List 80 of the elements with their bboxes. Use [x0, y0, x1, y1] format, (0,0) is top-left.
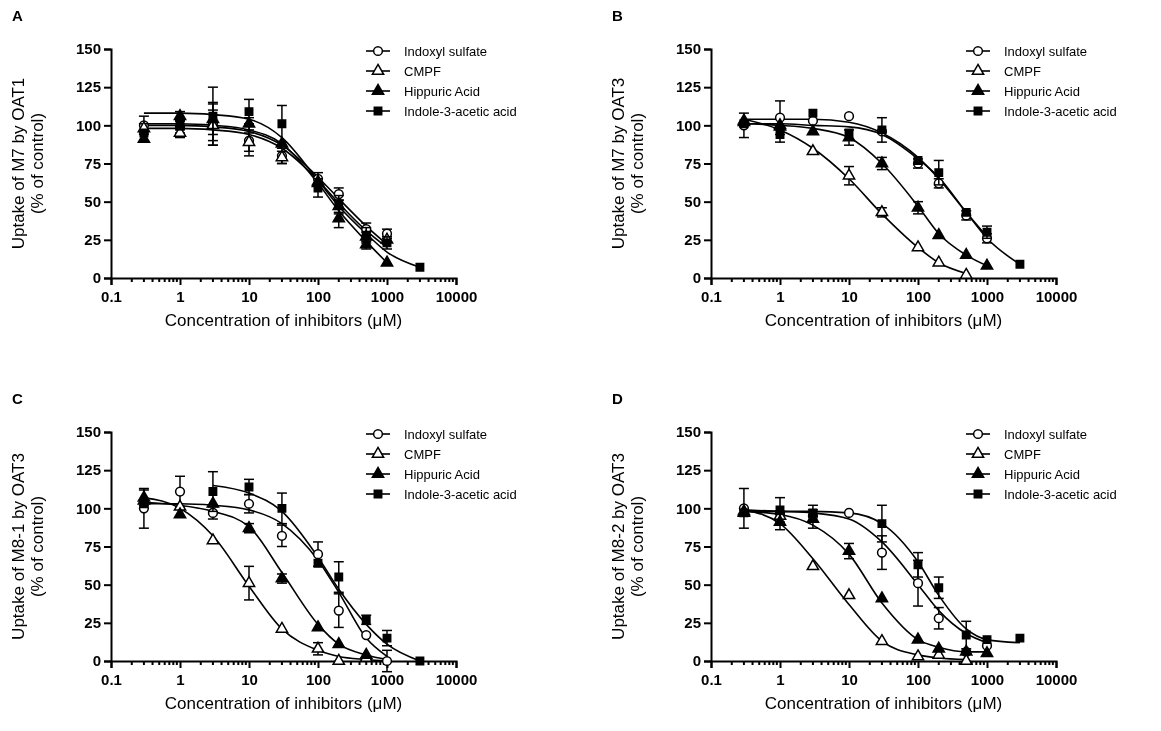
- y-axis-title: Uptake of M7 by OAT3 (% of control): [608, 77, 648, 250]
- legend-label: Hippuric Acid: [404, 84, 480, 99]
- x-tick-label: 0.1: [701, 287, 722, 305]
- x-tick-label: 1: [176, 287, 185, 305]
- y-axis-title: Uptake of M7 by OAT1 (% of control): [8, 77, 48, 250]
- x-tick-label: 1: [776, 670, 785, 688]
- y-tick-label: 50: [684, 575, 701, 593]
- y-tick-label: 150: [675, 423, 701, 441]
- x-tick-label: 10: [841, 287, 858, 305]
- x-tick-label: 1000: [370, 670, 405, 688]
- x-tick-label: 1000: [970, 287, 1005, 305]
- x-tick-label: 10000: [1035, 287, 1078, 305]
- x-tick-label: 10: [241, 287, 258, 305]
- x-tick-label: 10000: [435, 670, 478, 688]
- y-tick-label: 0: [92, 652, 101, 670]
- y-tick-label: 25: [84, 231, 101, 249]
- legend-label: Indole-3-acetic acid: [404, 104, 517, 119]
- y-tick-label: 125: [75, 461, 101, 479]
- x-tick-label: 1: [176, 670, 185, 688]
- x-tick-label: 1: [776, 287, 785, 305]
- x-axis-title: Concentration of inhibitors (μM): [164, 694, 403, 713]
- legend-label: Indole-3-acetic acid: [1004, 487, 1117, 502]
- x-tick-label: 1000: [970, 670, 1005, 688]
- legend-label: Indoxyl sulfate: [1004, 44, 1088, 59]
- y-tick-label: 100: [675, 116, 701, 134]
- y-tick-label: 100: [75, 499, 101, 517]
- y-tick-label: 100: [75, 116, 101, 134]
- y-axis-title: Uptake of M8-2 by OAT3 (% of control): [608, 453, 648, 640]
- legend-label: Hippuric Acid: [404, 467, 480, 482]
- y-tick-label: 75: [84, 537, 101, 555]
- x-axis-title: Concentration of inhibitors (μM): [764, 311, 1003, 330]
- y-tick-label: 0: [692, 652, 701, 670]
- legend-label: CMPF: [1004, 447, 1041, 462]
- x-tick-label: 0.1: [701, 670, 722, 688]
- y-tick-label: 0: [92, 269, 101, 287]
- y-tick-label: 125: [675, 78, 701, 96]
- y-tick-label: 25: [684, 231, 701, 249]
- x-tick-label: 100: [305, 670, 332, 688]
- chart-title: A: [12, 7, 23, 24]
- legend-label: Indoxyl sulfate: [1004, 427, 1088, 442]
- legend-label: CMPF: [1004, 64, 1041, 79]
- chart-title: D: [612, 390, 623, 407]
- y-tick-label: 0: [692, 269, 701, 287]
- y-tick-label: 150: [75, 423, 101, 441]
- chart-title: C: [12, 390, 23, 407]
- y-tick-label: 50: [684, 192, 701, 210]
- legend-label: CMPF: [404, 64, 441, 79]
- y-tick-label: 150: [75, 40, 101, 58]
- legend-label: Indoxyl sulfate: [404, 427, 488, 442]
- x-tick-label: 10: [241, 670, 258, 688]
- x-tick-label: 0.1: [101, 287, 122, 305]
- x-tick-label: 10: [841, 670, 858, 688]
- y-tick-label: 100: [675, 499, 701, 517]
- legend-label: CMPF: [404, 447, 441, 462]
- y-tick-label: 50: [84, 575, 101, 593]
- y-axis-title: Uptake of M8-1 by OAT3 (% of control): [8, 453, 48, 640]
- legend-label: Indole-3-acetic acid: [1004, 104, 1117, 119]
- y-tick-label: 150: [675, 40, 701, 58]
- y-tick-label: 125: [675, 461, 701, 479]
- legend-label: Hippuric Acid: [1004, 84, 1080, 99]
- x-tick-label: 100: [905, 287, 932, 305]
- x-axis-title: Concentration of inhibitors (μM): [164, 311, 403, 330]
- y-tick-label: 75: [84, 154, 101, 172]
- legend-label: Indoxyl sulfate: [404, 44, 488, 59]
- x-tick-label: 100: [905, 670, 932, 688]
- y-tick-label: 50: [84, 192, 101, 210]
- x-tick-label: 10000: [435, 287, 478, 305]
- x-tick-label: 100: [305, 287, 332, 305]
- y-tick-label: 75: [684, 154, 701, 172]
- x-tick-label: 0.1: [101, 670, 122, 688]
- y-tick-label: 25: [684, 614, 701, 632]
- x-axis-title: Concentration of inhibitors (μM): [764, 694, 1003, 713]
- chart-title: B: [612, 7, 623, 24]
- legend-label: Indole-3-acetic acid: [404, 487, 517, 502]
- x-tick-label: 10000: [1035, 670, 1078, 688]
- y-tick-label: 75: [684, 537, 701, 555]
- y-tick-label: 125: [75, 78, 101, 96]
- legend-label: Hippuric Acid: [1004, 467, 1080, 482]
- y-tick-label: 25: [84, 614, 101, 632]
- x-tick-label: 1000: [370, 287, 405, 305]
